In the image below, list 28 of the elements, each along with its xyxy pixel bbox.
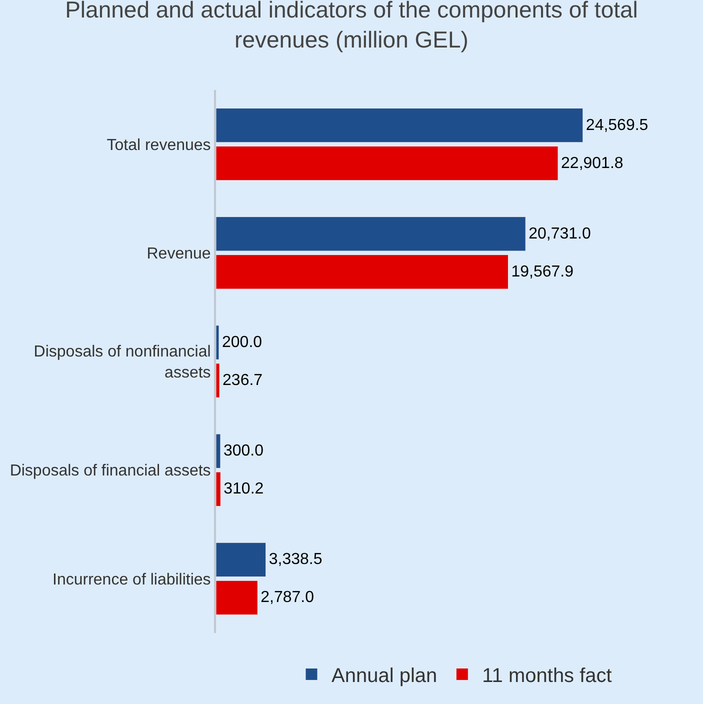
bar [216,472,221,506]
data-label: 20,731.0 [528,225,591,242]
bar [216,363,220,398]
y-tick-label: Disposals of nonfinancial assets [34,344,211,382]
data-label: 310.2 [224,480,264,498]
data-label: 3,338.5 [268,551,322,568]
bar [216,254,508,290]
data-label: 300.0 [223,442,264,460]
bar [216,325,220,360]
y-tick-label: Disposals of financial assets [10,462,211,480]
bar [216,434,221,468]
y-tick-label: Incurrence of liabilities [52,571,211,588]
bar [216,146,558,181]
data-label: 2,787.0 [260,589,314,606]
y-tick-label: Total revenues [106,136,211,154]
data-label: 200.0 [222,334,262,351]
data-label: 19,567.9 [511,263,574,280]
bar [216,542,266,578]
bar [216,108,584,143]
legend-label: Annual plan [332,665,438,688]
y-tick-label: Revenue [146,246,211,262]
data-label: 22,901.8 [561,154,624,172]
legend-label: 11 months fact [482,665,612,688]
chart-title: Planned and actual indicators of the components of total revenues (million GEL) [65,0,638,52]
bar [216,580,258,616]
bar [216,216,526,252]
data-label: 24,569.5 [586,116,648,134]
data-label: 236.7 [222,372,263,390]
